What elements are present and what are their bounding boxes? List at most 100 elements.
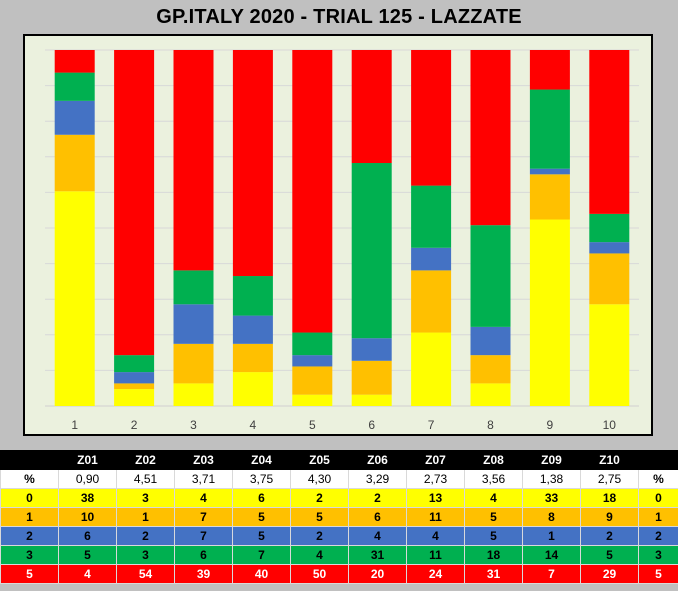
bar-segment	[351, 163, 392, 339]
bar-segment	[54, 134, 95, 192]
row-label: %	[0, 469, 59, 489]
bar-segment	[232, 343, 273, 373]
bar-segment	[292, 366, 333, 395]
row-label: 5	[0, 564, 59, 584]
bar-segment	[351, 394, 392, 406]
table-cell: 6	[232, 488, 291, 508]
bar-segment	[114, 372, 155, 384]
x-tick-label: 5	[309, 418, 316, 432]
table-row-percent: % 0,90 4,51 3,71 3,75 4,30 3,29 2,73 3,56 1,38 2,7…	[0, 469, 678, 489]
bar-segment	[529, 89, 570, 169]
bar-segment	[232, 315, 273, 344]
zone-header: Z07	[406, 450, 465, 470]
bar-segment	[529, 168, 570, 175]
row-label: 2	[0, 526, 59, 546]
table-cell: 3,71	[174, 469, 233, 489]
bar-segment	[54, 100, 95, 135]
table-cell: 4	[174, 488, 233, 508]
table-cell: 2,75	[580, 469, 639, 489]
x-tick-label: 1	[71, 418, 78, 432]
bar-segment	[292, 50, 333, 333]
table-cell: 11	[406, 545, 465, 565]
x-tick-label: 7	[428, 418, 435, 432]
table-cell: 2	[290, 488, 349, 508]
bar-segment	[54, 72, 95, 101]
chart-area: 1 2 3 4 5 6 7 8 9 10	[23, 34, 653, 436]
table-cell: 38	[58, 488, 117, 508]
x-tick-label: 6	[368, 418, 375, 432]
table-cell: 5	[290, 507, 349, 527]
table-cell: 3,75	[232, 469, 291, 489]
row-label: 2	[638, 526, 678, 546]
bar-segment	[589, 242, 630, 254]
bar-segment	[470, 326, 511, 356]
bar-segment	[292, 394, 333, 406]
zone-header: Z01	[58, 450, 117, 470]
table-cell: 7	[174, 526, 233, 546]
bar-segment	[292, 332, 333, 356]
x-tick-label: 4	[250, 418, 257, 432]
bar-segment	[529, 50, 570, 90]
row-label: %	[638, 469, 678, 489]
table-cell: 8	[522, 507, 581, 527]
bar-segment	[114, 389, 155, 406]
table-header-row: Z01 Z02 Z03 Z04 Z05 Z06 Z07 Z08 Z09 Z10	[0, 450, 678, 470]
table-cell: 7	[174, 507, 233, 527]
table-cell: 5	[464, 526, 523, 546]
table-cell: 1	[116, 507, 175, 527]
bar-segment	[470, 225, 511, 327]
bar-segment	[232, 50, 273, 277]
table-cell: 5	[232, 526, 291, 546]
table-cell: 54	[116, 564, 175, 584]
table-cell: 2	[116, 526, 175, 546]
table-cell: 5	[58, 545, 117, 565]
table-cell: 2	[290, 526, 349, 546]
x-tick-label: 2	[131, 418, 138, 432]
table-cell: 31	[464, 564, 523, 584]
table-cell: 18	[464, 545, 523, 565]
table-cell: 1,38	[522, 469, 581, 489]
table-cell: 29	[580, 564, 639, 584]
table-cell: 31	[348, 545, 407, 565]
bar-segment	[589, 304, 630, 406]
table-cell: 24	[406, 564, 465, 584]
row-label: 0	[638, 488, 678, 508]
bar-segment	[54, 191, 95, 406]
table-cell: 4	[406, 526, 465, 546]
table-cell: 39	[174, 564, 233, 584]
table-cell: 9	[580, 507, 639, 527]
table-cell: 33	[522, 488, 581, 508]
table-cell: 10	[58, 507, 117, 527]
bar-segment	[173, 383, 214, 406]
table-cell: 4	[290, 545, 349, 565]
row-label: 3	[0, 545, 59, 565]
table-row: 1 10 1 7 5 5 6 11 5 8 9 1	[0, 507, 678, 527]
table-cell: 5	[232, 507, 291, 527]
x-tick-label: 10	[603, 418, 617, 432]
table-row: 5 4 54 39 40 50 20 24 31 7 29 5	[0, 564, 678, 584]
table-cell: 13	[406, 488, 465, 508]
bar-segment	[589, 50, 630, 214]
table-cell: 7	[232, 545, 291, 565]
table-cell: 50	[290, 564, 349, 584]
table-cell: 6	[174, 545, 233, 565]
table-cell: 6	[348, 507, 407, 527]
bar-segment	[173, 270, 214, 305]
table-cell: 11	[406, 507, 465, 527]
row-label: 1	[0, 507, 59, 527]
bar-segment	[411, 185, 452, 248]
bar-segment	[589, 253, 630, 305]
bar-segment	[411, 270, 452, 333]
table-cell: 5	[464, 507, 523, 527]
zone-header: Z06	[348, 450, 407, 470]
data-table: Z01 Z02 Z03 Z04 Z05 Z06 Z07 Z08 Z09 Z10% 0,90 4,51 3…	[0, 450, 678, 584]
bar-segment	[470, 383, 511, 406]
table-cell: 1	[522, 526, 581, 546]
bar-segment	[411, 50, 452, 186]
table-cell: 3	[116, 545, 175, 565]
stacked-bar-chart: 1 2 3 4 5 6 7 8 9 10	[45, 49, 639, 432]
table-cell: 2,73	[406, 469, 465, 489]
table-cell: 18	[580, 488, 639, 508]
table-cell: 5	[580, 545, 639, 565]
